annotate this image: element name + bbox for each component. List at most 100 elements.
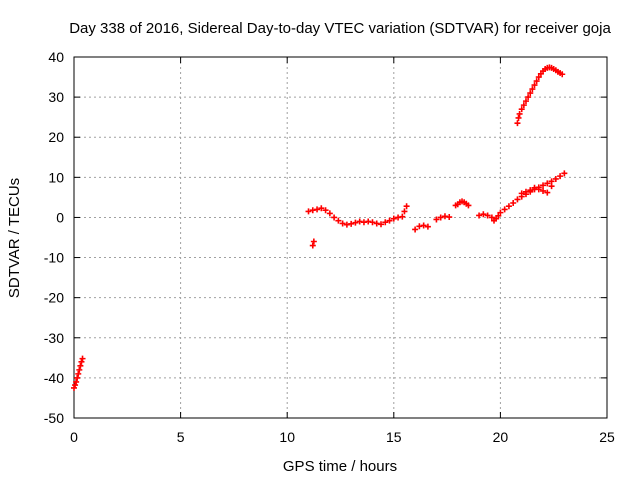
data-point (522, 188, 529, 195)
data-point (544, 180, 551, 187)
data-point (446, 214, 453, 221)
data-point (373, 220, 380, 227)
data-point (352, 219, 359, 226)
data-point (305, 208, 312, 215)
data-point (369, 219, 376, 226)
data-point (326, 210, 333, 217)
data-point (525, 94, 532, 101)
data-point (72, 382, 79, 389)
data-point (522, 98, 529, 105)
data-point (74, 374, 81, 381)
data-point (386, 217, 393, 224)
data-point (309, 242, 316, 249)
data-point (399, 213, 406, 220)
data-point (527, 187, 534, 194)
data-point (552, 175, 559, 182)
data-point (339, 220, 346, 227)
data-point (73, 378, 80, 385)
data-point (75, 370, 82, 377)
data-point (416, 223, 423, 230)
data-point (356, 218, 363, 225)
data-point (378, 221, 385, 228)
chart-title: Day 338 of 2016, Sidereal Day-to-day VTE… (69, 20, 611, 37)
data-point (465, 202, 472, 209)
data-point (395, 214, 402, 221)
x-tick-label: 10 (279, 429, 295, 445)
data-point (527, 90, 534, 97)
data-point (314, 206, 321, 213)
x-axis-label: GPS time / hours (283, 458, 397, 475)
data-points (71, 64, 568, 391)
y-tick-label: -50 (44, 410, 64, 426)
data-point (540, 187, 547, 194)
data-point (335, 217, 342, 224)
y-tick-label: -20 (44, 290, 64, 306)
data-point (76, 366, 83, 373)
data-point (501, 206, 508, 213)
data-point (420, 222, 427, 229)
data-point (71, 384, 77, 391)
x-tick-label: 0 (70, 429, 78, 445)
data-point (531, 184, 538, 191)
data-point (441, 213, 448, 220)
data-point (310, 238, 317, 245)
data-point (531, 82, 538, 89)
data-point (390, 215, 397, 222)
data-point (505, 203, 512, 210)
data-point (544, 189, 551, 196)
data-point (514, 196, 521, 203)
y-axis-label: SDTVAR / TECUs (6, 178, 23, 298)
y-tick-label: 40 (48, 49, 64, 65)
data-point (401, 208, 408, 215)
x-tick-label: 20 (493, 429, 509, 445)
y-tick-label: -30 (44, 330, 64, 346)
data-point (331, 214, 338, 221)
data-point (365, 218, 372, 225)
data-point (382, 219, 389, 226)
data-point (348, 220, 355, 227)
y-tick-label: 0 (56, 209, 64, 225)
data-point (497, 209, 504, 216)
x-tick-label: 25 (599, 429, 615, 445)
data-point (561, 170, 568, 177)
data-point (488, 214, 495, 221)
data-point (318, 205, 325, 212)
data-point (343, 221, 350, 228)
data-point (559, 71, 566, 78)
y-tick-label: -10 (44, 250, 64, 266)
data-point (322, 207, 329, 214)
data-point (480, 211, 487, 218)
data-point (520, 102, 527, 109)
data-point (79, 355, 86, 362)
data-point (437, 214, 444, 221)
data-point (412, 226, 419, 233)
data-point (484, 212, 491, 219)
x-tick-label: 15 (386, 429, 402, 445)
data-point (518, 106, 525, 113)
data-point (518, 190, 525, 197)
y-tick-label: -40 (44, 370, 64, 386)
plot-frame (73, 56, 608, 419)
data-point (510, 200, 517, 207)
data-point (309, 207, 316, 214)
data-point (78, 358, 85, 365)
data-point (540, 182, 547, 189)
data-point (476, 212, 483, 219)
data-point (433, 216, 440, 223)
data-point (535, 74, 542, 81)
y-tick-label: 20 (48, 129, 64, 145)
data-point (557, 173, 564, 180)
y-tick-label: 30 (48, 89, 64, 105)
data-point (77, 362, 84, 369)
y-tick-label: 10 (48, 169, 64, 185)
data-point (424, 223, 431, 230)
data-point (516, 110, 523, 117)
axis-ticks: 0 5 10 15 20 25 -50 -40 -30 -20 -10 0 10 20 30 40 (44, 49, 615, 445)
data-point (495, 212, 502, 219)
grid-lines (74, 57, 607, 418)
data-point (515, 114, 522, 121)
data-point (548, 183, 555, 190)
data-point (533, 78, 540, 85)
data-point (403, 203, 410, 210)
